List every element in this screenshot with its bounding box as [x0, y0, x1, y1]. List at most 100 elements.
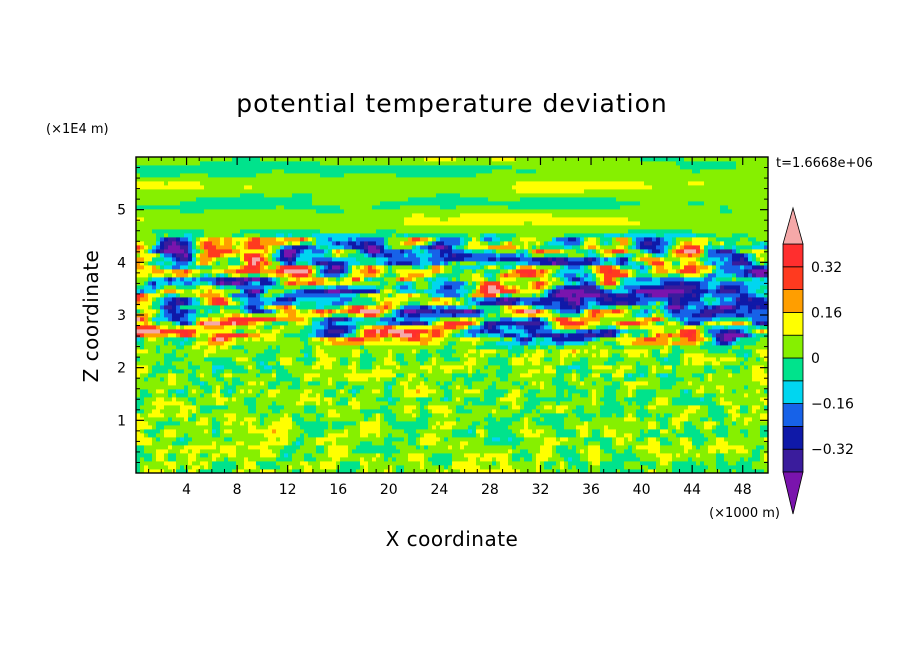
field-cell	[664, 413, 673, 418]
field-cell	[136, 449, 145, 454]
field-cell	[376, 365, 381, 370]
field-cell	[752, 465, 768, 470]
field-cell	[384, 249, 401, 254]
field-cell	[496, 285, 501, 290]
field-cell	[468, 425, 477, 430]
field-cell	[144, 249, 149, 254]
field-cell	[516, 269, 521, 274]
field-cell	[472, 305, 477, 310]
field-cell	[508, 457, 513, 462]
field-cell	[200, 449, 221, 454]
field-cell	[392, 353, 397, 358]
colorbar-extend-max	[782, 206, 804, 245]
field-cell	[392, 377, 397, 382]
field-cell	[512, 389, 521, 394]
field-cell	[416, 353, 433, 358]
field-cell	[512, 317, 529, 322]
field-cell	[324, 249, 329, 254]
field-cell	[392, 313, 397, 318]
field-cell	[448, 261, 453, 266]
field-cell	[488, 373, 497, 378]
field-cell	[696, 285, 701, 290]
field-cell	[468, 305, 473, 310]
field-cell	[728, 409, 737, 414]
field-cell	[260, 469, 277, 473]
field-cell	[640, 249, 645, 254]
field-cell	[704, 245, 709, 250]
field-cell	[312, 345, 317, 350]
field-cell	[560, 269, 585, 274]
field-cell	[388, 405, 405, 410]
field-cell	[628, 393, 633, 398]
field-cell	[248, 421, 253, 426]
field-cell	[184, 253, 189, 258]
field-cell	[532, 373, 557, 378]
field-cell	[380, 313, 385, 318]
field-cell	[308, 381, 321, 386]
field-cell	[516, 333, 521, 338]
field-cell	[724, 421, 733, 426]
field-cell	[428, 241, 433, 246]
field-cell	[160, 241, 165, 246]
field-cell	[556, 317, 569, 322]
field-cell	[164, 425, 213, 430]
field-cell	[736, 357, 745, 362]
field-cell	[292, 261, 297, 266]
field-cell	[656, 237, 661, 242]
field-cell	[508, 393, 521, 398]
field-cell	[480, 321, 485, 326]
field-cell	[716, 421, 721, 426]
field-cell	[424, 249, 429, 254]
field-cell	[144, 321, 149, 326]
field-cell	[304, 353, 309, 358]
field-cell	[556, 429, 577, 434]
field-cell	[572, 373, 577, 378]
field-cell	[332, 237, 349, 242]
field-cell	[568, 237, 577, 242]
field-cell	[452, 333, 457, 338]
field-cell	[356, 333, 361, 338]
field-cell	[360, 433, 369, 438]
field-cell	[592, 393, 597, 398]
field-cell	[368, 305, 377, 310]
field-cell	[692, 393, 705, 398]
field-cell	[592, 389, 597, 394]
field-cell	[240, 193, 265, 198]
field-cell	[148, 413, 165, 418]
field-cell	[392, 309, 397, 314]
field-cell	[584, 337, 593, 342]
field-cell	[668, 373, 677, 378]
field-cell	[320, 461, 337, 466]
field-cell	[212, 393, 221, 398]
field-cell	[736, 353, 745, 358]
field-cell	[188, 265, 197, 270]
field-cell	[484, 321, 489, 326]
field-cell	[300, 445, 317, 450]
field-cell	[148, 273, 153, 278]
field-cell	[144, 245, 149, 250]
field-cell	[720, 449, 729, 454]
field-cell	[304, 345, 313, 350]
field-cell	[740, 249, 753, 254]
field-cell	[760, 381, 768, 386]
field-cell	[596, 397, 601, 402]
field-cell	[488, 265, 497, 270]
field-cell	[388, 309, 393, 314]
field-cell	[152, 409, 161, 414]
field-cell	[360, 325, 365, 330]
field-cell	[584, 253, 589, 258]
field-cell	[272, 309, 277, 314]
field-cell	[400, 333, 413, 338]
field-cell	[136, 389, 141, 394]
field-cell	[328, 377, 333, 382]
field-cell	[160, 325, 169, 330]
field-cell	[292, 465, 305, 470]
field-cell	[188, 257, 193, 262]
colorbar-band	[782, 334, 804, 359]
field-cell	[408, 197, 489, 202]
field-cell	[448, 253, 453, 258]
field-cell	[160, 293, 165, 298]
field-cell	[216, 261, 221, 266]
field-cell	[652, 237, 657, 242]
field-cell	[192, 369, 197, 374]
